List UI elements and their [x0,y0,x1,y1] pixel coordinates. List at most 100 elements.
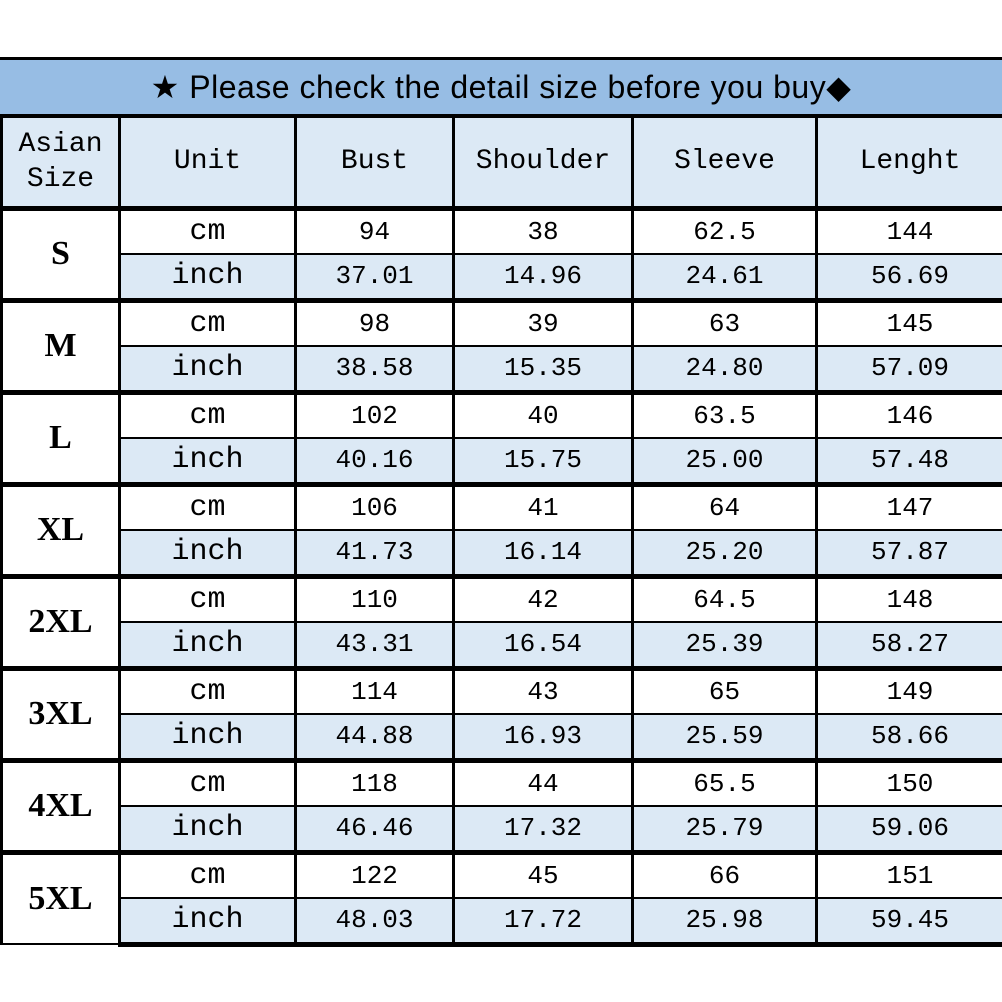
row-5xl-cm: 5XL cm 122 45 66 151 [0,849,1002,945]
shoulder-cell: 17.72 [452,897,634,947]
shoulder-cell: 40 [452,389,634,439]
sleeve-cell: 25.79 [631,805,818,853]
shoulder-cell: 16.93 [452,713,634,761]
unit-label-cm: cm [118,665,297,715]
row-4xl-cm: 4XL cm 118 44 65.5 150 [0,757,1002,853]
col-header-unit: Unit [118,118,297,211]
bust-cell: 43.31 [294,621,455,669]
length-cell: 59.06 [815,805,1002,853]
shoulder-cell: 45 [452,849,634,899]
size-label: XL [0,481,121,577]
unit-label-inch: inch [118,437,297,485]
sleeve-cell: 25.98 [631,897,818,947]
header-row: Asian Size Unit Bust Shoulder Sleeve Len… [0,118,1002,211]
length-cell: 151 [815,849,1002,899]
sleeve-cell: 63 [631,297,818,347]
bust-cell: 102 [294,389,455,439]
row-l-cm: L cm 102 40 63.5 146 [0,389,1002,485]
notice-banner-text: ★ Please check the detail size before yo… [150,69,852,105]
size-label: M [0,297,121,393]
col-header-shoulder: Shoulder [452,118,634,211]
unit-label-inch: inch [118,713,297,761]
unit-label-cm: cm [118,481,297,531]
row-5xl-inch: inch 48.03 17.72 25.98 59.45 [2,897,1002,947]
unit-label-cm: cm [118,573,297,623]
shoulder-cell: 42 [452,573,634,623]
sleeve-cell: 24.61 [631,253,818,301]
shoulder-cell: 39 [452,297,634,347]
bust-cell: 41.73 [294,529,455,577]
row-3xl-cm: 3XL cm 114 43 65 149 [0,665,1002,761]
unit-label-inch: inch [118,805,297,853]
sleeve-cell: 66 [631,849,818,899]
sleeve-cell: 63.5 [631,389,818,439]
length-cell: 150 [815,757,1002,807]
sleeve-cell: 65.5 [631,757,818,807]
unit-label-cm: cm [118,389,297,439]
bust-cell: 94 [294,205,455,255]
unit-label-inch: inch [118,529,297,577]
length-cell: 59.45 [815,897,1002,947]
length-cell: 57.09 [815,345,1002,393]
row-3xl-inch: inch 44.88 16.93 25.59 58.66 [2,713,1002,761]
bust-cell: 110 [294,573,455,623]
sleeve-cell: 65 [631,665,818,715]
length-cell: 148 [815,573,1002,623]
size-chart-page: ★ Please check the detail size before yo… [0,57,1002,947]
sleeve-cell: 64 [631,481,818,531]
bust-cell: 37.01 [294,253,455,301]
shoulder-cell: 41 [452,481,634,531]
bust-cell: 122 [294,849,455,899]
notice-banner: ★ Please check the detail size before yo… [0,57,1002,118]
length-cell: 58.66 [815,713,1002,761]
shoulder-cell: 38 [452,205,634,255]
shoulder-cell: 16.14 [452,529,634,577]
shoulder-cell: 43 [452,665,634,715]
length-cell: 58.27 [815,621,1002,669]
col-header-bust: Bust [294,118,455,211]
sleeve-cell: 25.20 [631,529,818,577]
shoulder-cell: 15.75 [452,437,634,485]
sleeve-cell: 25.59 [631,713,818,761]
row-m-cm: M cm 98 39 63 145 [0,297,1002,393]
unit-label-inch: inch [118,621,297,669]
sleeve-cell: 24.80 [631,345,818,393]
size-label: 3XL [0,665,121,761]
row-2xl-inch: inch 43.31 16.54 25.39 58.27 [2,621,1002,669]
bust-cell: 118 [294,757,455,807]
bust-cell: 114 [294,665,455,715]
col-header-length: Lenght [815,118,1002,211]
bust-cell: 40.16 [294,437,455,485]
length-cell: 147 [815,481,1002,531]
unit-label-inch: inch [118,897,297,947]
shoulder-cell: 16.54 [452,621,634,669]
bust-cell: 106 [294,481,455,531]
col-header-asian-size: Asian Size [0,118,121,211]
length-cell: 144 [815,205,1002,255]
size-chart-table: Asian Size Unit Bust Shoulder Sleeve Len… [0,118,1002,947]
col-header-sleeve: Sleeve [631,118,818,211]
sleeve-cell: 62.5 [631,205,818,255]
length-cell: 57.87 [815,529,1002,577]
unit-label-cm: cm [118,757,297,807]
unit-label-inch: inch [118,253,297,301]
size-label: S [0,205,121,301]
sleeve-cell: 25.39 [631,621,818,669]
row-xl-inch: inch 41.73 16.14 25.20 57.87 [2,529,1002,577]
sleeve-cell: 64.5 [631,573,818,623]
row-l-inch: inch 40.16 15.75 25.00 57.48 [2,437,1002,485]
length-cell: 56.69 [815,253,1002,301]
unit-label-cm: cm [118,297,297,347]
sleeve-cell: 25.00 [631,437,818,485]
unit-label-cm: cm [118,849,297,899]
bust-cell: 98 [294,297,455,347]
row-2xl-cm: 2XL cm 110 42 64.5 148 [0,573,1002,669]
length-cell: 145 [815,297,1002,347]
unit-label-cm: cm [118,205,297,255]
row-m-inch: inch 38.58 15.35 24.80 57.09 [2,345,1002,393]
length-cell: 149 [815,665,1002,715]
shoulder-cell: 15.35 [452,345,634,393]
bust-cell: 46.46 [294,805,455,853]
bust-cell: 48.03 [294,897,455,947]
shoulder-cell: 44 [452,757,634,807]
